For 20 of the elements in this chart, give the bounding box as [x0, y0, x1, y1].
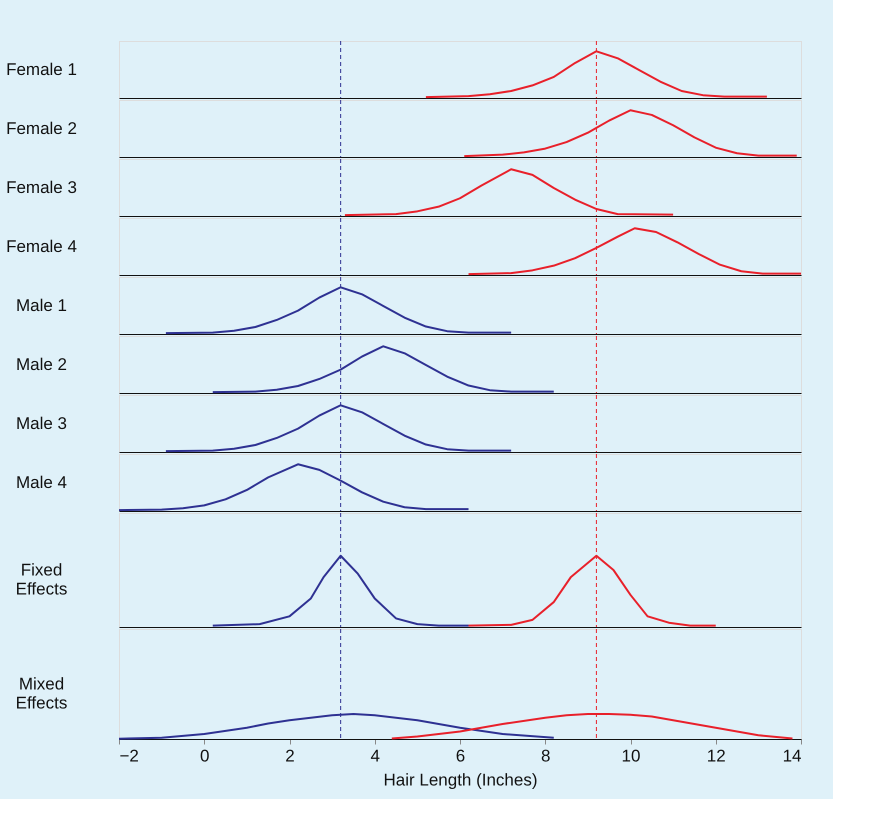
y-axis-title: Male 2	[16, 355, 68, 374]
x-tick-label: 8	[541, 746, 550, 766]
y-axis-title: Fixed Effects	[16, 560, 68, 598]
x-axis-title: Hair Length (Inches)	[383, 770, 538, 790]
y-axis-title: Male 1	[16, 296, 68, 315]
y-axis-title: Mixed Effects	[16, 674, 68, 712]
x-tick-label: 14	[782, 746, 802, 766]
y-axis-title: Male 4	[16, 473, 68, 492]
x-tick-label: −2	[120, 746, 139, 766]
y-axis-title: Female 2	[6, 119, 77, 138]
x-tick-label: 4	[370, 746, 380, 766]
y-axis-title: Female 3	[6, 178, 77, 197]
y-axis-title: Female 1	[6, 60, 77, 79]
y-axis-title: Female 4	[6, 237, 77, 256]
x-tick-label: 0	[200, 746, 210, 766]
x-tick-label: 6	[456, 746, 466, 766]
x-tick-label: 2	[285, 746, 295, 766]
y-axis-title: Male 3	[16, 414, 68, 433]
x-tick-label: 12	[706, 746, 726, 766]
x-tick-label: 10	[622, 746, 640, 766]
